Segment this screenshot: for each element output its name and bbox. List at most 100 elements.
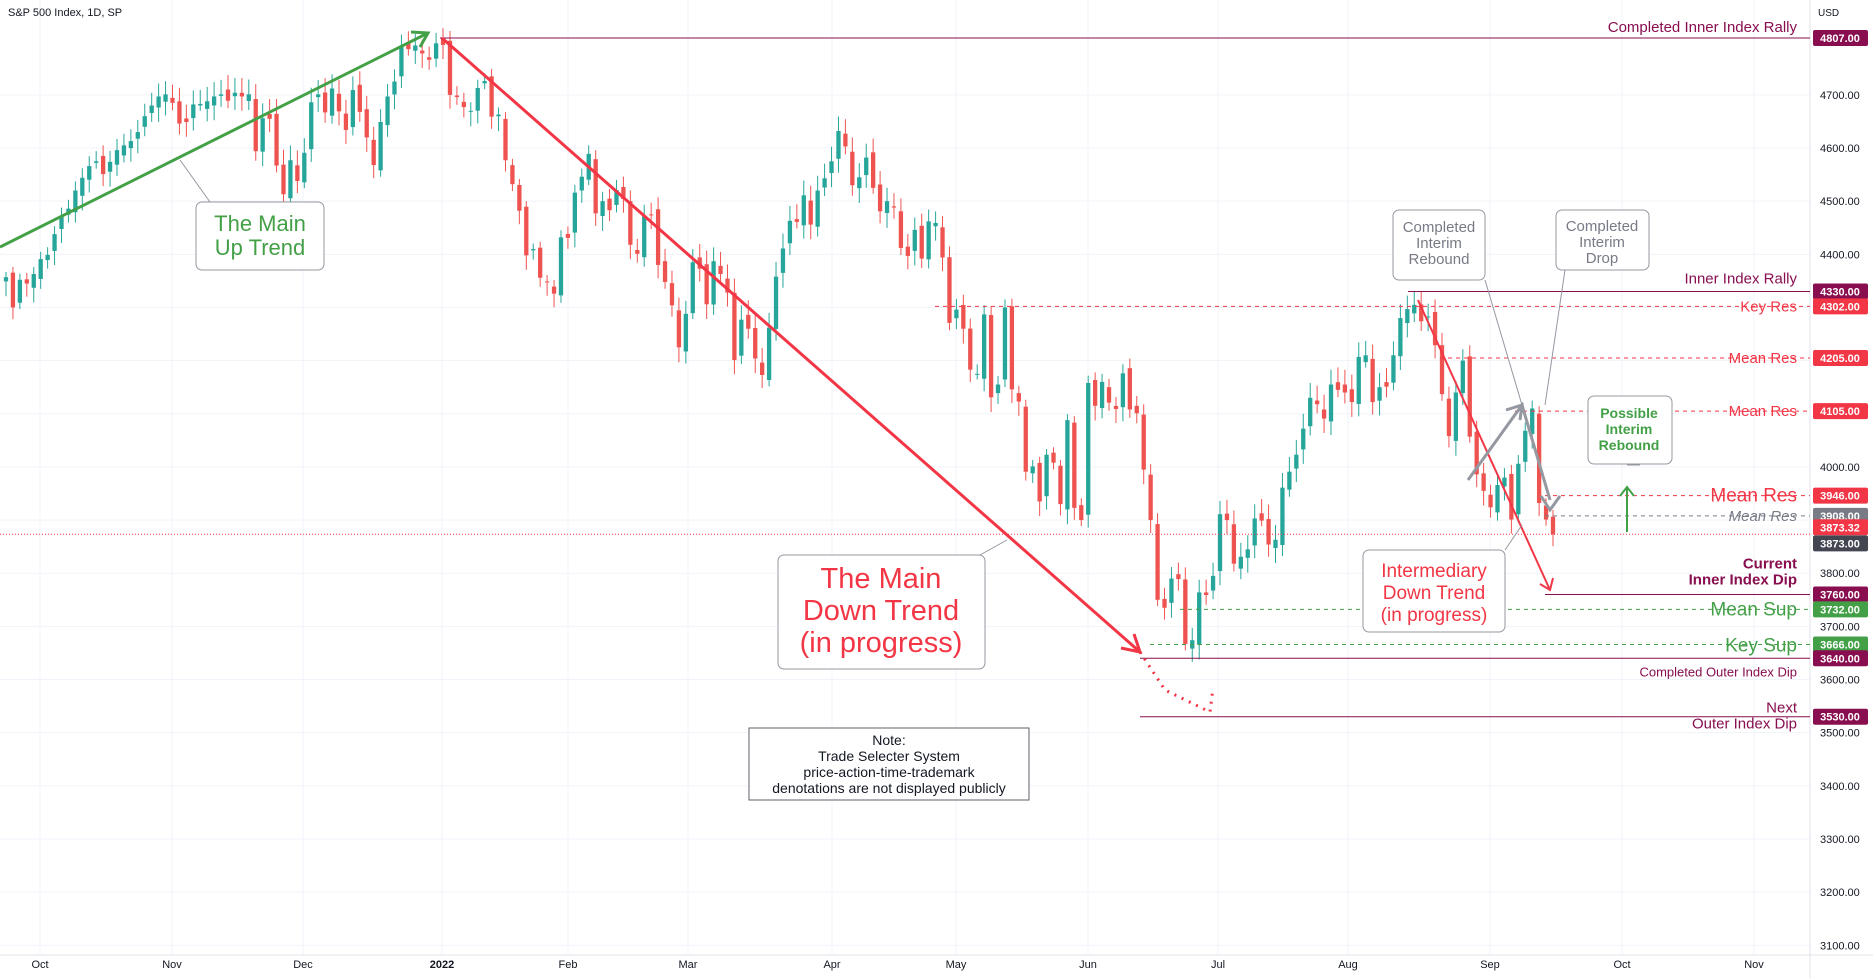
candle-body: [1321, 409, 1327, 419]
candle-body: [31, 273, 36, 288]
candle-body: [753, 327, 758, 359]
intermediary-trend-line: [1417, 299, 1551, 591]
candle-body: [149, 105, 154, 113]
candle-body: [1037, 462, 1042, 502]
candle: [94, 151, 99, 169]
possible-rebound-arrowhead: [1619, 485, 1635, 497]
candle: [1231, 510, 1237, 572]
candle: [440, 28, 446, 60]
candle: [503, 112, 508, 172]
candle-body: [531, 249, 536, 251]
candle: [919, 213, 924, 268]
candle: [24, 272, 29, 297]
price-badge: 4807.00: [1813, 30, 1868, 46]
candle-body: [302, 152, 307, 183]
price-badge-bg: [1813, 519, 1868, 536]
interim-drop-text-line: Completed: [1566, 218, 1639, 235]
price-badge-bg: [1813, 487, 1868, 504]
candle-body: [877, 184, 883, 212]
intermediary-trend-arrowhead: [1539, 577, 1554, 592]
candle-body: [1113, 405, 1119, 409]
price-badge: 3732.00: [1813, 601, 1868, 618]
candle-body: [1280, 487, 1285, 545]
candle-body: [357, 84, 362, 112]
candle: [274, 98, 279, 173]
candle: [1266, 504, 1271, 557]
candle: [496, 107, 501, 132]
candle-body: [822, 178, 827, 188]
candle-body: [919, 225, 924, 259]
candle: [59, 207, 64, 243]
candle-body: [940, 227, 945, 258]
candle: [1273, 525, 1278, 563]
candle-body: [267, 113, 272, 119]
candle: [621, 176, 626, 213]
candle-body: [420, 50, 425, 54]
interim-rebound-box: [1392, 209, 1486, 281]
candle: [135, 119, 140, 154]
candle-body: [995, 384, 1001, 394]
candle: [198, 89, 203, 111]
candle: [343, 99, 349, 145]
candle-body: [871, 152, 876, 188]
candle-body: [600, 201, 605, 217]
interim-rebound-text-line: Completed: [1403, 219, 1476, 236]
candle: [968, 318, 973, 383]
x-tick-label: Oct: [31, 959, 48, 971]
y-tick-label: 3200.00: [1820, 887, 1860, 899]
candle: [850, 137, 855, 196]
candle-body: [1099, 381, 1105, 409]
candle: [940, 216, 945, 272]
candle-body: [1065, 420, 1070, 510]
candle-body: [128, 141, 134, 149]
candle: [468, 102, 473, 127]
level-label-completed-outer-dip: Completed Outer Index Dip: [1639, 664, 1797, 679]
candle: [1412, 291, 1417, 323]
price-badge-bg: [1813, 403, 1868, 420]
candle-body: [1210, 575, 1216, 591]
interim-drop-arrowhead: [1539, 495, 1562, 513]
y-tick-label: 4700.00: [1820, 90, 1860, 102]
candle-body: [551, 286, 557, 294]
candle-body: [281, 164, 286, 195]
price-badge-bg: [1813, 283, 1868, 300]
candle-body: [205, 101, 210, 109]
price-badge-text: 4302.00: [1820, 301, 1860, 313]
x-tick-label: Dec: [293, 959, 313, 971]
candle-body: [621, 186, 626, 200]
up-trend-arrowhead: [410, 30, 431, 48]
candle-body: [218, 94, 224, 96]
candle: [1314, 385, 1320, 414]
candle-body: [968, 328, 973, 370]
x-tick-label: Mar: [679, 959, 698, 971]
candle: [1058, 460, 1063, 516]
candle: [884, 187, 890, 228]
candle-body: [447, 40, 453, 95]
candle: [815, 175, 820, 237]
candle-body: [385, 96, 390, 126]
candle-body: [1259, 513, 1264, 521]
y-tick-label: 4500.00: [1820, 196, 1860, 208]
candle: [683, 300, 688, 364]
candle: [149, 92, 154, 122]
candle-body: [864, 157, 869, 176]
price-badge-text: 3530.00: [1820, 712, 1860, 724]
candle-body: [1155, 524, 1160, 600]
candles: [3, 28, 1556, 662]
candle-body: [45, 254, 50, 261]
y-tick-label: 3700.00: [1820, 621, 1860, 633]
candle-body: [260, 118, 265, 152]
candle: [954, 298, 959, 330]
candle-body: [1460, 360, 1465, 394]
candle: [170, 84, 175, 111]
price-badge-bg: [1813, 349, 1868, 366]
candle-body: [843, 133, 848, 147]
candle: [1446, 386, 1452, 448]
candle-body: [905, 246, 910, 256]
